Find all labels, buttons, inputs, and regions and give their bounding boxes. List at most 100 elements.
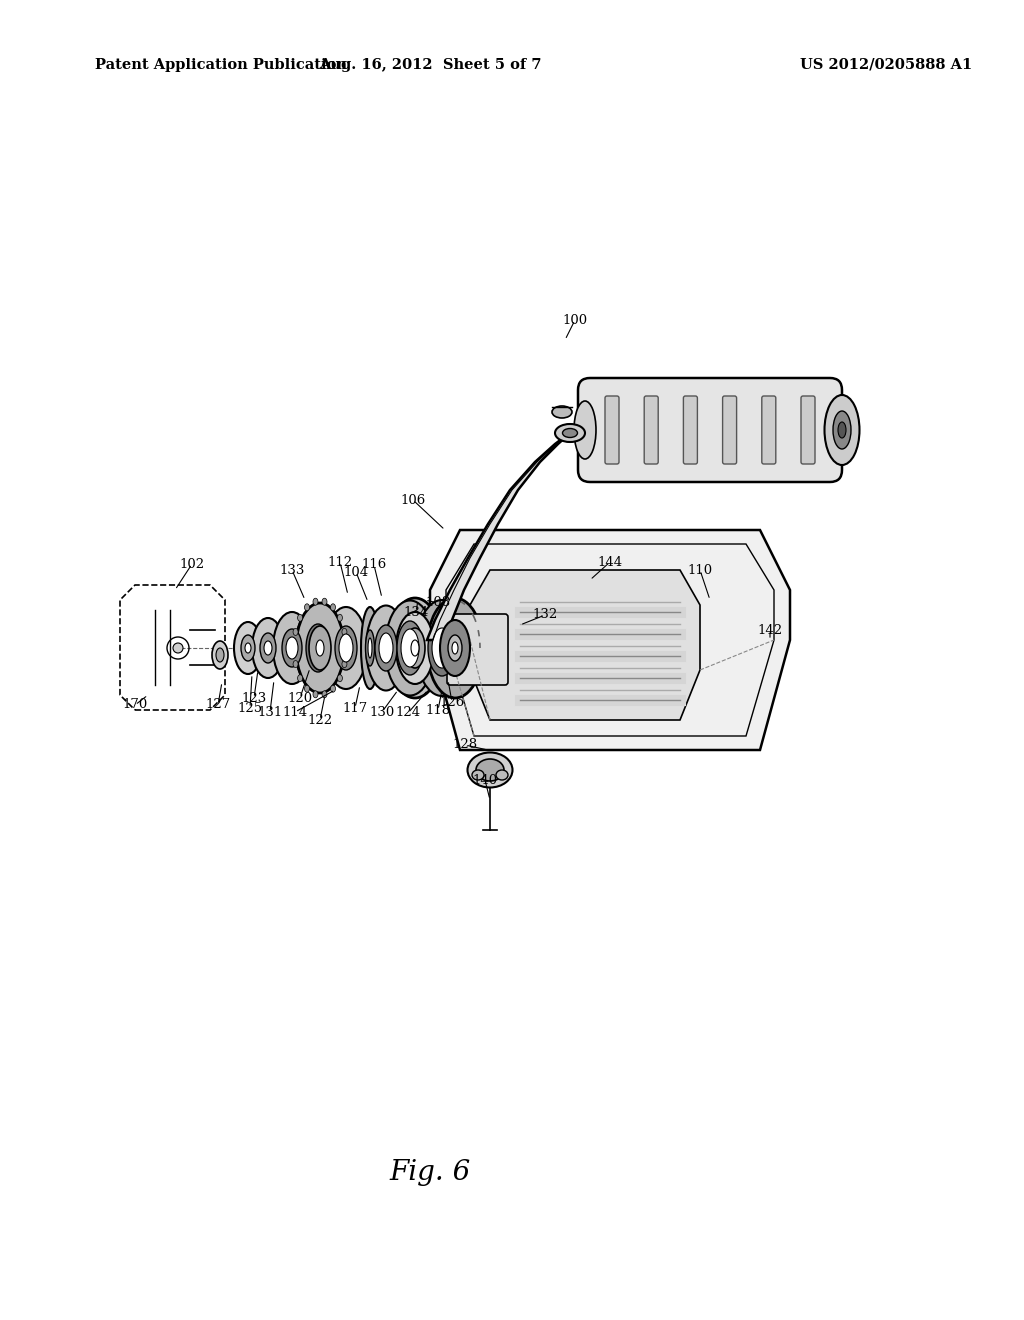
Ellipse shape (212, 642, 228, 669)
Polygon shape (430, 531, 790, 750)
FancyBboxPatch shape (578, 378, 842, 482)
Text: 170: 170 (123, 698, 147, 711)
Ellipse shape (304, 685, 309, 692)
Ellipse shape (555, 424, 585, 442)
Ellipse shape (476, 759, 504, 781)
Ellipse shape (306, 624, 330, 672)
Text: 112: 112 (328, 556, 352, 569)
Text: 104: 104 (343, 565, 369, 578)
Text: 122: 122 (307, 714, 333, 726)
Text: 134: 134 (403, 606, 429, 619)
Ellipse shape (245, 643, 251, 653)
FancyBboxPatch shape (644, 396, 658, 465)
FancyBboxPatch shape (683, 396, 697, 465)
Text: 117: 117 (342, 701, 368, 714)
Text: 124: 124 (395, 706, 421, 719)
Ellipse shape (361, 607, 379, 689)
FancyBboxPatch shape (723, 396, 736, 465)
Ellipse shape (416, 601, 468, 696)
Text: 132: 132 (532, 609, 558, 622)
Text: 133: 133 (280, 564, 305, 577)
FancyBboxPatch shape (605, 396, 618, 465)
Ellipse shape (452, 642, 458, 653)
Ellipse shape (322, 598, 327, 605)
Polygon shape (470, 570, 700, 719)
Ellipse shape (396, 612, 434, 684)
Ellipse shape (440, 620, 470, 676)
Text: 140: 140 (472, 774, 498, 787)
Text: 114: 114 (283, 705, 307, 718)
Text: 100: 100 (562, 314, 588, 326)
Ellipse shape (468, 752, 512, 788)
Ellipse shape (292, 644, 297, 652)
Ellipse shape (574, 401, 596, 459)
Text: Fig. 6: Fig. 6 (389, 1159, 471, 1185)
Ellipse shape (316, 640, 324, 656)
Ellipse shape (309, 626, 331, 671)
Ellipse shape (472, 770, 484, 780)
Ellipse shape (339, 634, 353, 663)
Ellipse shape (432, 628, 452, 668)
Ellipse shape (387, 598, 442, 698)
Ellipse shape (325, 607, 367, 689)
Ellipse shape (216, 648, 224, 663)
Ellipse shape (293, 660, 298, 668)
Ellipse shape (824, 395, 859, 465)
Text: 127: 127 (206, 698, 230, 711)
Ellipse shape (331, 603, 336, 611)
Ellipse shape (838, 422, 846, 438)
Ellipse shape (368, 638, 372, 657)
Ellipse shape (293, 628, 298, 635)
Ellipse shape (833, 411, 851, 449)
Ellipse shape (338, 614, 342, 622)
Text: Patent Application Publication: Patent Application Publication (95, 58, 347, 73)
Ellipse shape (449, 635, 462, 661)
FancyBboxPatch shape (762, 396, 776, 465)
Ellipse shape (427, 598, 483, 698)
Ellipse shape (552, 407, 572, 418)
Ellipse shape (562, 429, 578, 437)
Ellipse shape (264, 642, 272, 655)
Text: 108: 108 (425, 597, 451, 610)
Text: 106: 106 (400, 494, 426, 507)
Ellipse shape (366, 630, 375, 667)
FancyBboxPatch shape (447, 614, 508, 685)
Ellipse shape (379, 634, 393, 663)
Ellipse shape (406, 628, 425, 668)
Text: 130: 130 (370, 705, 394, 718)
Text: 142: 142 (758, 623, 782, 636)
Ellipse shape (338, 675, 342, 681)
Ellipse shape (331, 685, 336, 692)
Ellipse shape (375, 624, 397, 671)
Text: 144: 144 (597, 556, 623, 569)
Ellipse shape (496, 770, 508, 780)
Ellipse shape (282, 630, 302, 667)
Ellipse shape (234, 622, 262, 675)
Ellipse shape (273, 612, 311, 684)
Ellipse shape (313, 598, 318, 605)
Text: 123: 123 (242, 692, 266, 705)
Text: 128: 128 (453, 738, 477, 751)
Text: 110: 110 (687, 564, 713, 577)
Ellipse shape (173, 643, 183, 653)
Ellipse shape (428, 620, 456, 676)
Ellipse shape (310, 632, 326, 664)
Ellipse shape (298, 675, 302, 681)
Ellipse shape (296, 603, 344, 693)
Ellipse shape (298, 614, 302, 622)
Text: 131: 131 (257, 705, 283, 718)
Ellipse shape (335, 626, 357, 671)
FancyBboxPatch shape (801, 396, 815, 465)
Text: 102: 102 (179, 557, 205, 570)
Text: US 2012/0205888 A1: US 2012/0205888 A1 (800, 58, 972, 73)
Ellipse shape (260, 634, 276, 663)
Ellipse shape (342, 628, 347, 635)
Ellipse shape (385, 601, 435, 696)
Ellipse shape (286, 638, 298, 659)
Ellipse shape (342, 660, 347, 668)
Ellipse shape (366, 606, 406, 690)
Ellipse shape (304, 603, 309, 611)
Ellipse shape (411, 640, 419, 656)
Text: 118: 118 (425, 704, 451, 717)
Ellipse shape (313, 690, 318, 698)
